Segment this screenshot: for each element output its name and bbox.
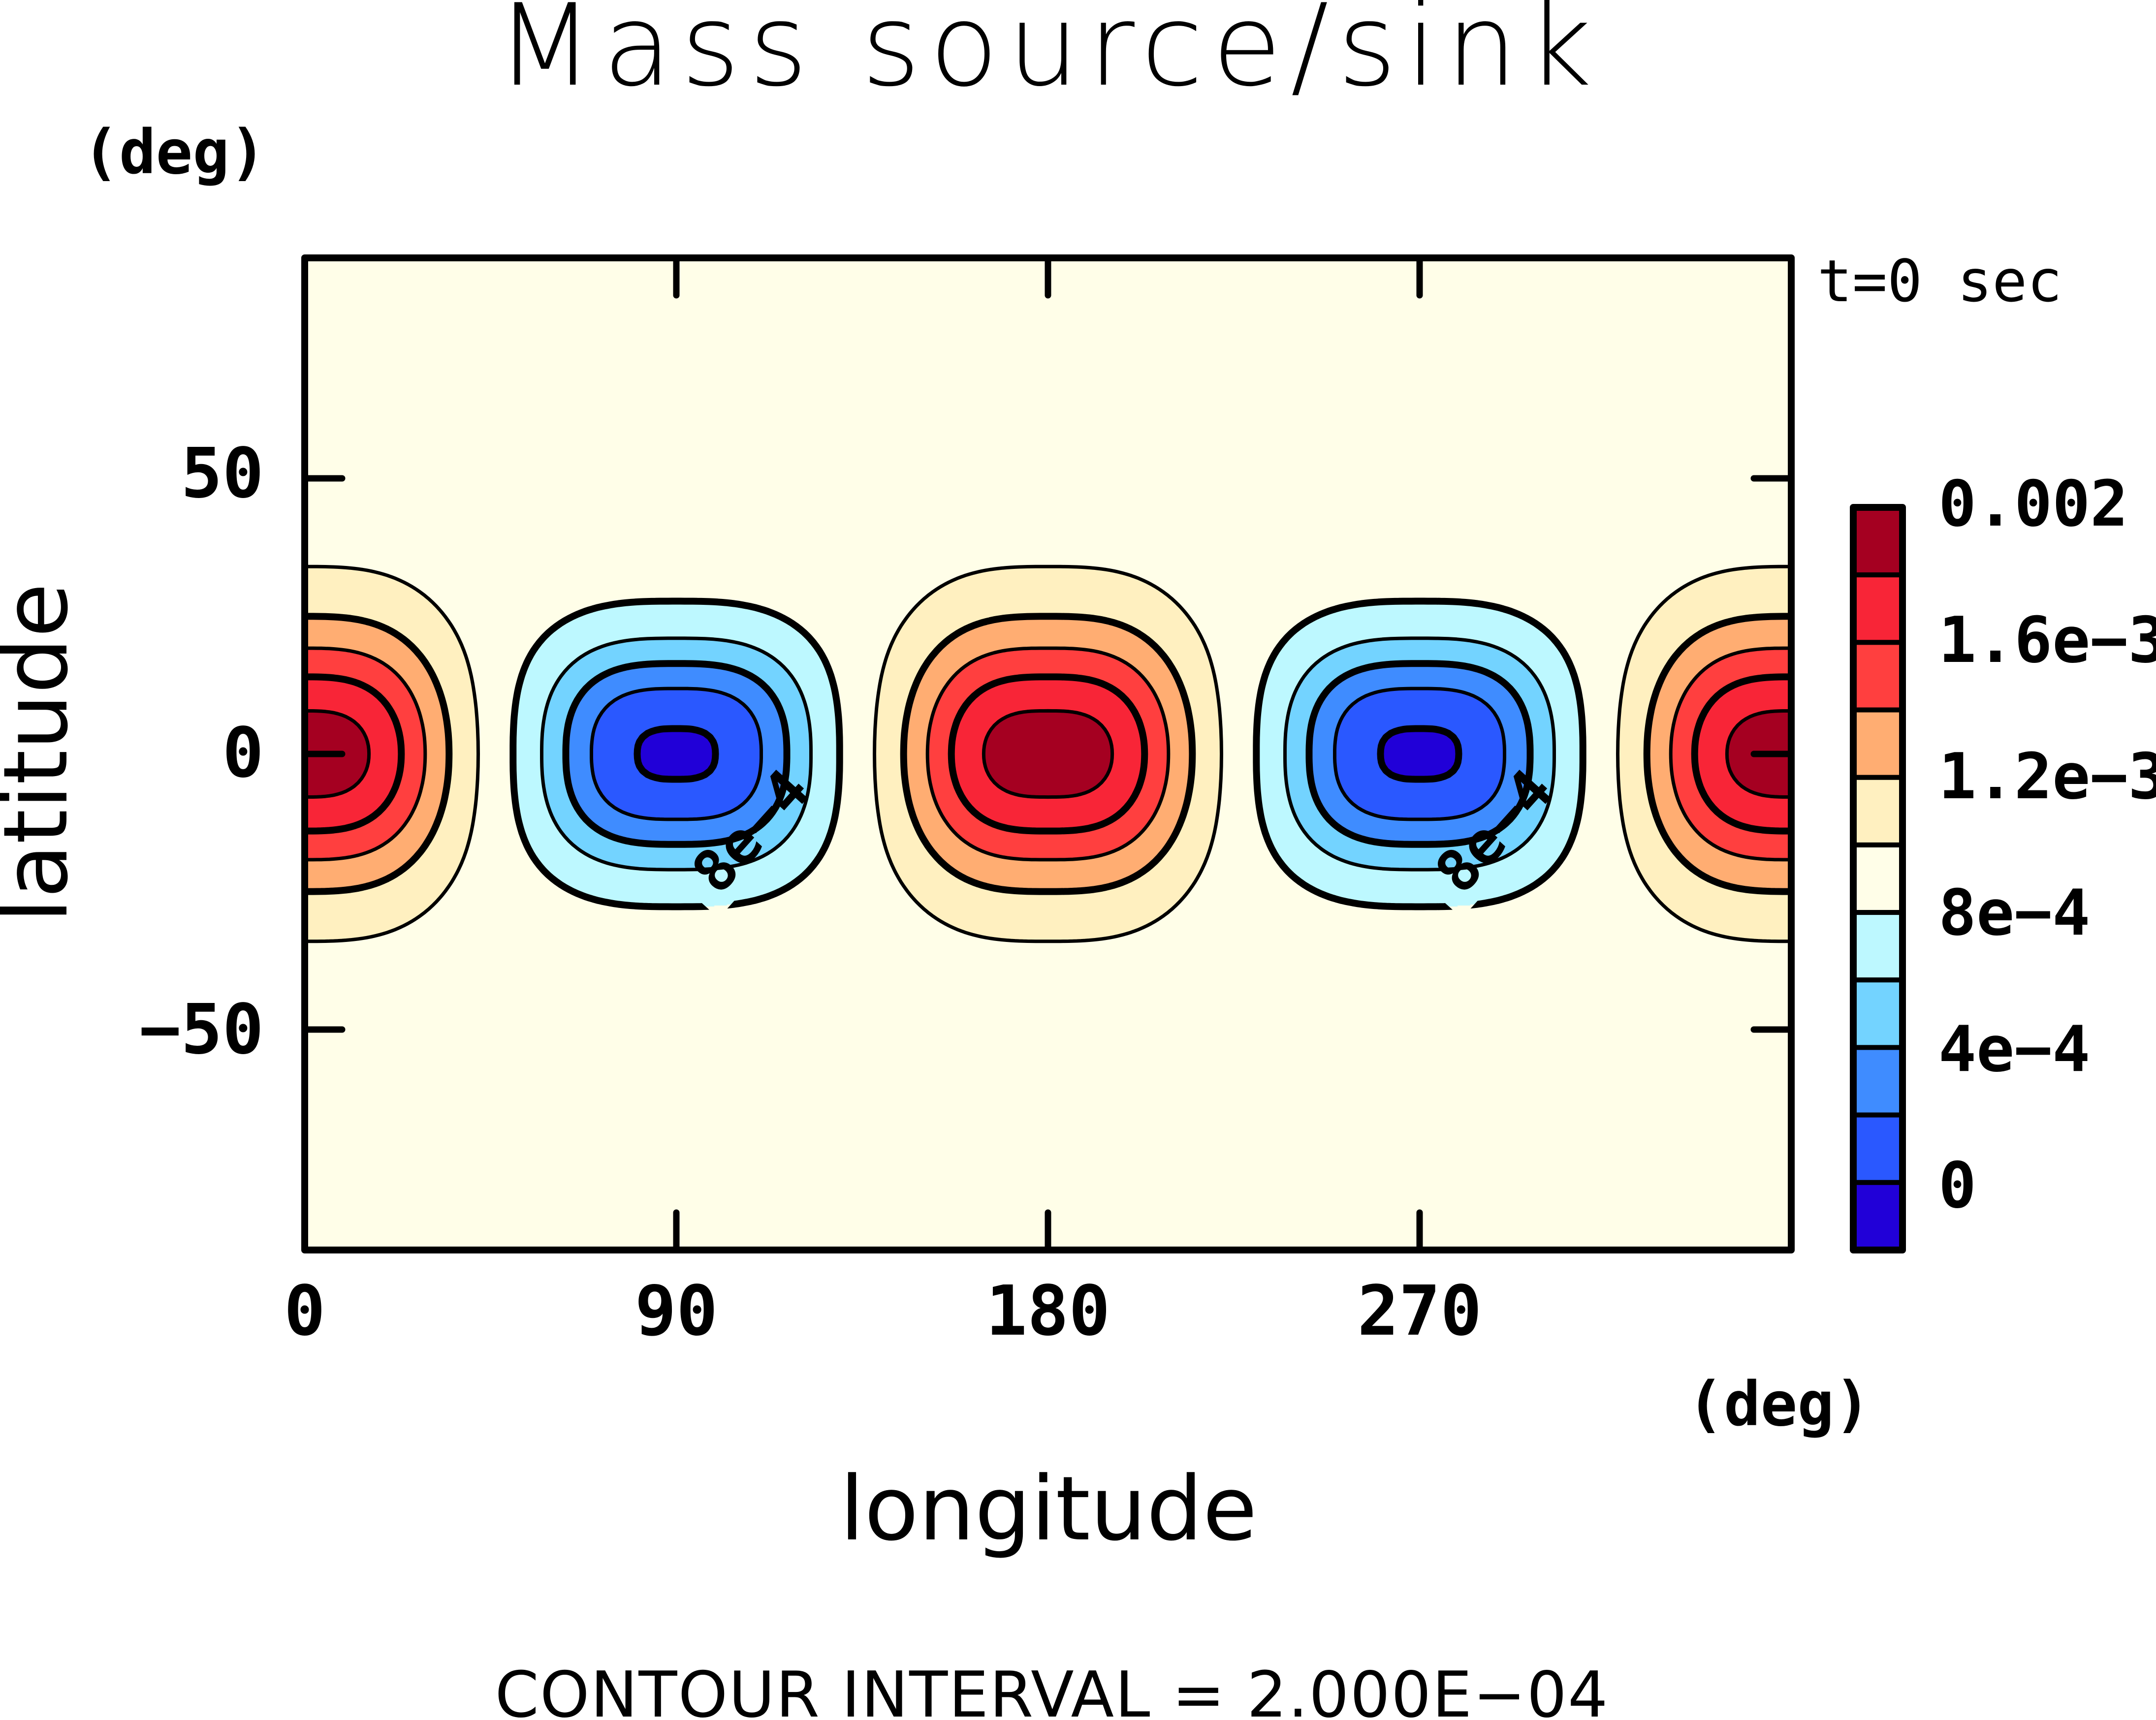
colorbar-label: 4e−4	[1938, 1013, 2090, 1086]
chart-title: Mass source/sink	[496, 0, 1601, 112]
colorbar-label: 8e−4	[1938, 876, 2090, 950]
colorbar-border	[1850, 504, 1906, 1253]
axis-ticks	[301, 254, 1795, 1253]
contour-line-1.0e-3	[303, 564, 1793, 943]
time-label: t=0 sec	[1817, 247, 2062, 315]
y-axis-label: latitude	[0, 583, 88, 923]
x-tick-labels: 0 90 180 270	[284, 1271, 1482, 1351]
y-tick-label: 50	[181, 434, 264, 514]
contour-fill-field	[305, 258, 1791, 1250]
contour-line-1.8e-3	[303, 709, 1793, 799]
x-axis-units: (deg)	[1687, 1369, 1871, 1440]
contour-line-2.0e-4	[590, 687, 1506, 821]
contour-line-8.0e-4	[509, 597, 1586, 910]
x-tick-label: 270	[1358, 1271, 1482, 1351]
colorbar-bin	[1851, 572, 1905, 645]
contour-lines	[301, 564, 1795, 943]
x-tick-label: 90	[635, 1271, 718, 1351]
plot-frame	[301, 254, 1795, 1253]
contour-line-1.6e-3	[301, 673, 1795, 835]
y-tick-labels: 50 0 −50	[139, 434, 264, 1070]
x-tick-label: 0	[284, 1271, 325, 1351]
colorbar-bin	[1851, 910, 1905, 983]
colorbar-bin	[1851, 1112, 1905, 1185]
colorbar-bin	[1851, 977, 1905, 1050]
colorbar-labels: 0.002 1.6e−3 1.2e−3 8e−4 4e−4 0	[1938, 468, 2156, 1222]
plot-border	[301, 254, 1795, 1253]
contour-line-4.0e-4	[562, 660, 1534, 848]
colorbar	[1850, 504, 1906, 1253]
colorbar-bin	[1851, 707, 1905, 780]
y-axis-units: (deg)	[82, 117, 266, 188]
colorbar-bin	[1851, 842, 1905, 915]
colorbar-bin	[1851, 505, 1905, 578]
contour-interval-note: CONTOUR INTERVAL = 2.000E−04	[495, 1658, 1609, 1720]
x-axis-label: longitude	[840, 1458, 1257, 1561]
colorbar-label: 1.6e−3	[1938, 604, 2156, 677]
colorbar-bin	[1851, 640, 1905, 713]
colorbar-label: 0.002	[1938, 468, 2128, 541]
colorbar-label: 0	[1938, 1149, 1976, 1222]
x-tick-label: 180	[986, 1271, 1110, 1351]
contour-line-6.0e-4	[540, 636, 1556, 872]
colorbar-bin	[1851, 775, 1905, 847]
colorbar-bin	[1851, 1045, 1905, 1118]
colorbar-bin	[1851, 1180, 1905, 1252]
contour-line-0.0e0	[634, 725, 1462, 783]
y-tick-label: −50	[139, 990, 264, 1070]
y-tick-label: 0	[222, 713, 264, 793]
colorbar-label: 1.2e−3	[1938, 740, 2156, 813]
